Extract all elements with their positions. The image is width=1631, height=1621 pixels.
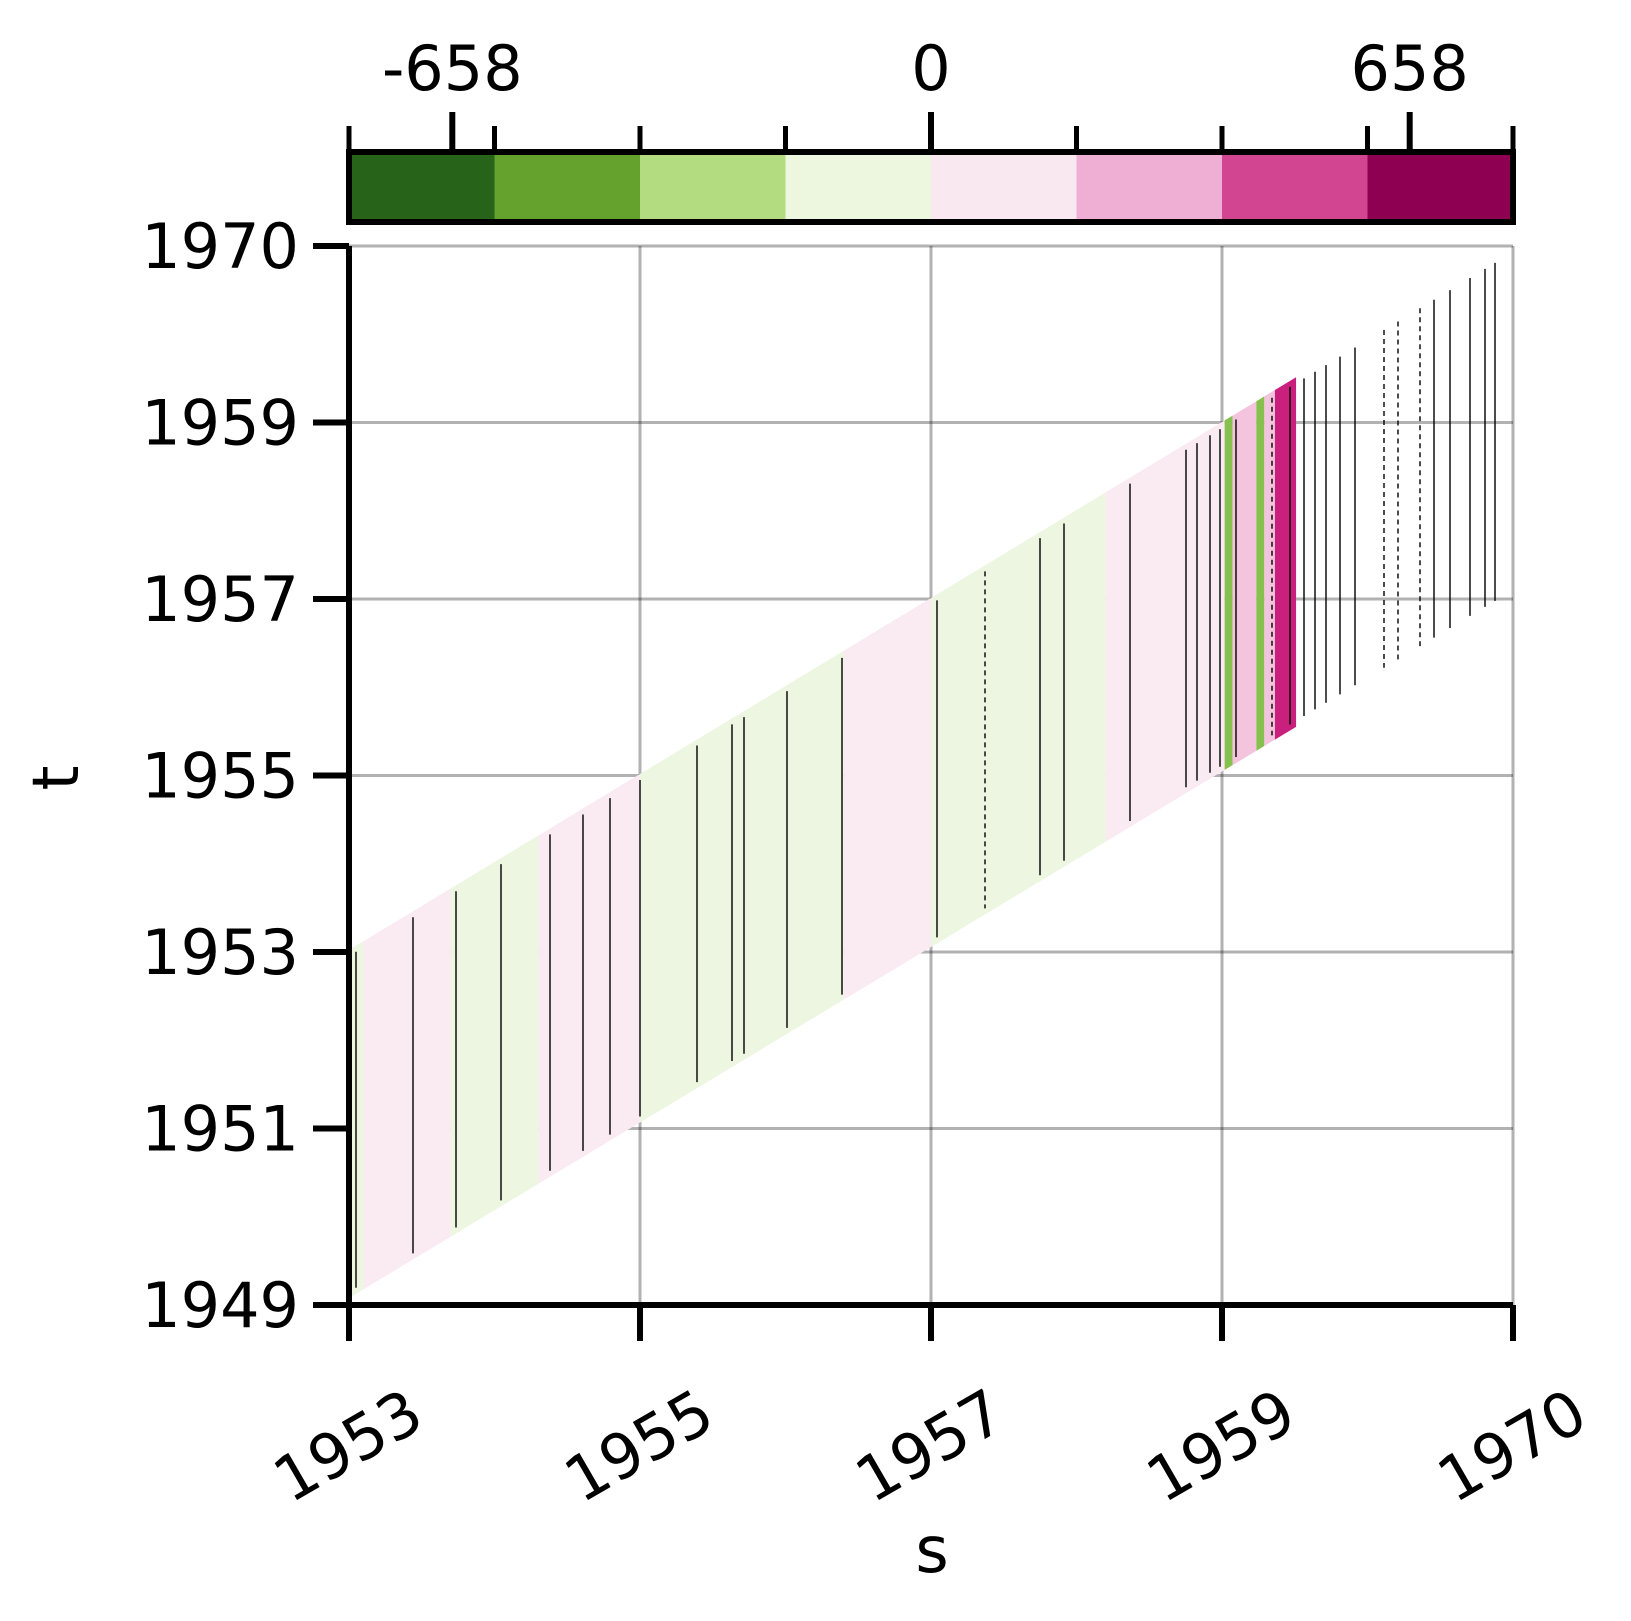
colorbar-swatch: [785, 152, 932, 222]
field-region: [843, 598, 931, 1000]
colorbar: [346, 149, 1516, 225]
colorbar-ticks: -658 0 658: [346, 32, 1516, 152]
contour-lines: [355, 262, 1496, 1288]
colorbar-swatch: [931, 152, 1077, 222]
x-tick-label: 1957: [843, 1375, 1016, 1517]
y-tick-label: 1970: [141, 210, 299, 283]
data-field: [349, 377, 1297, 1298]
field-region: [640, 650, 844, 1123]
field-region: [1256, 396, 1265, 751]
colorbar-tick-label: 0: [911, 32, 950, 105]
colorbar-swatch: [1076, 152, 1223, 222]
x-tick-label: 1955: [552, 1375, 725, 1517]
field-region: [450, 835, 539, 1237]
y-tick-label: 1949: [141, 1269, 299, 1342]
y-tick-label: 1951: [141, 1093, 299, 1166]
y-tick-label: 1957: [141, 563, 299, 636]
y-tick-label: 1953: [141, 916, 299, 989]
field-region: [363, 888, 451, 1290]
x-axis-ticks: 1953 1955 1957 1959 1970: [261, 1305, 1599, 1517]
field-region: [1264, 390, 1275, 746]
y-axis-label: t: [20, 765, 94, 790]
x-axis-label: s: [915, 1514, 948, 1588]
x-tick-label: 1970: [1425, 1375, 1598, 1517]
colorbar-swatch: [1222, 152, 1368, 222]
colorbar-swatch: [640, 152, 786, 222]
colorbar-tick-label: 658: [1351, 32, 1469, 105]
field-region: [538, 774, 640, 1184]
colorbar-swatch: [1367, 152, 1514, 222]
colorbar-swatch: [494, 152, 641, 222]
field-region: [931, 492, 1106, 947]
colorbar-swatch: [349, 152, 495, 222]
y-tick-label: 1959: [141, 387, 299, 460]
x-tick-label: 1953: [261, 1375, 434, 1517]
field-region: [1274, 377, 1297, 740]
field-region: [1232, 401, 1257, 766]
colorbar-tick-label: -658: [382, 32, 523, 105]
y-tick-label: 1955: [141, 740, 299, 813]
field-region: [1105, 420, 1225, 842]
y-axis-ticks: 1949 1951 1953 1955 1957 1959 1970: [141, 210, 349, 1342]
x-tick-label: 1959: [1134, 1375, 1307, 1517]
field-region: [1224, 415, 1233, 770]
